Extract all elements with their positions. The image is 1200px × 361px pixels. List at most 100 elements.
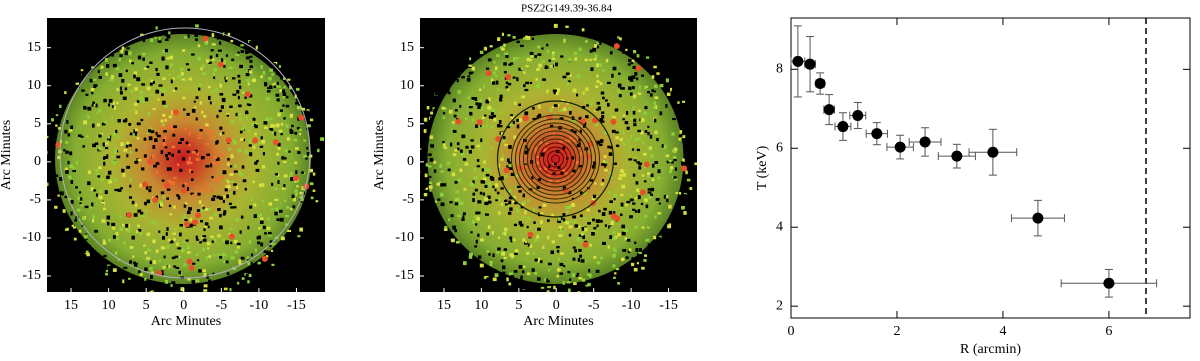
speckle	[246, 78, 250, 82]
speckle	[508, 145, 512, 149]
speckle	[166, 188, 171, 191]
speckle	[622, 172, 627, 177]
speckle	[292, 197, 296, 202]
speckle	[181, 248, 185, 253]
speckle	[110, 75, 114, 79]
speckle	[171, 153, 174, 157]
speckle	[135, 203, 138, 207]
speckle	[280, 236, 285, 241]
speckle	[527, 217, 531, 220]
speckle	[270, 124, 274, 128]
speckle	[667, 86, 672, 90]
speckle	[618, 177, 623, 180]
speckle	[629, 145, 632, 150]
speckle	[596, 79, 600, 83]
speckle	[111, 53, 115, 57]
speckle	[220, 152, 224, 157]
speckle	[484, 201, 489, 206]
speckle	[235, 218, 240, 222]
speckle	[512, 238, 516, 242]
speckle	[659, 111, 663, 116]
speckle	[562, 107, 567, 112]
speckle	[424, 187, 429, 190]
point-source	[142, 181, 149, 188]
speckle	[142, 57, 145, 61]
speckle	[117, 188, 122, 192]
speckle	[166, 227, 169, 231]
speckle	[257, 241, 261, 245]
speckle	[477, 255, 482, 259]
speckle	[508, 200, 512, 205]
speckle	[55, 110, 59, 115]
speckle	[289, 172, 293, 176]
speckle	[218, 109, 222, 113]
speckle	[650, 193, 654, 197]
point-source	[228, 233, 235, 240]
speckle	[128, 277, 131, 280]
speckle	[647, 175, 651, 178]
speckle	[581, 105, 586, 109]
speckle	[471, 66, 476, 71]
speckle	[632, 173, 636, 177]
speckle	[647, 146, 652, 151]
speckle	[183, 263, 186, 267]
speckle	[547, 262, 552, 266]
speckle	[111, 227, 116, 230]
point-source	[298, 114, 305, 121]
speckle	[663, 194, 666, 199]
speckle	[632, 86, 635, 90]
speckle	[653, 90, 657, 93]
speckle	[531, 37, 535, 41]
speckle	[520, 275, 523, 280]
speckle	[145, 287, 149, 290]
contour	[543, 146, 568, 172]
speckle	[571, 197, 574, 200]
speckle	[498, 277, 501, 282]
speckle	[76, 84, 80, 88]
speckle	[63, 149, 66, 152]
speckle	[179, 168, 183, 172]
speckle	[123, 148, 128, 152]
speckle	[561, 181, 565, 185]
speckle	[161, 77, 166, 80]
speckle	[129, 151, 132, 154]
speckle	[149, 186, 152, 189]
speckle	[630, 61, 634, 65]
speckle	[428, 181, 433, 185]
speckle	[474, 245, 478, 248]
speckle	[295, 147, 299, 150]
contour	[539, 142, 572, 176]
speckle	[468, 150, 473, 154]
speckle	[265, 252, 269, 255]
speckle	[117, 136, 120, 139]
speckle	[112, 63, 117, 68]
speckle	[129, 177, 132, 182]
speckle	[138, 270, 141, 274]
speckle	[291, 194, 295, 199]
data-point	[894, 141, 906, 153]
speckle	[607, 245, 610, 249]
speckle	[551, 106, 554, 109]
speckle	[238, 171, 243, 176]
speckle	[472, 180, 475, 184]
speckle	[203, 289, 208, 292]
speckle	[197, 87, 201, 91]
speckle	[123, 241, 126, 245]
speckle	[507, 204, 510, 208]
speckle	[227, 184, 231, 189]
speckle	[580, 259, 585, 263]
speckle	[300, 197, 304, 201]
speckle	[523, 153, 527, 158]
speckle	[508, 272, 513, 275]
speckle	[279, 217, 284, 222]
speckle	[296, 87, 300, 91]
speckle	[504, 52, 509, 55]
speckle	[665, 78, 669, 83]
speckle	[576, 272, 580, 276]
speckle	[546, 278, 549, 281]
speckle	[122, 172, 126, 177]
speckle	[454, 149, 458, 152]
x-tick-label: 0	[180, 298, 187, 313]
speckle	[162, 265, 166, 269]
speckle	[204, 126, 207, 130]
